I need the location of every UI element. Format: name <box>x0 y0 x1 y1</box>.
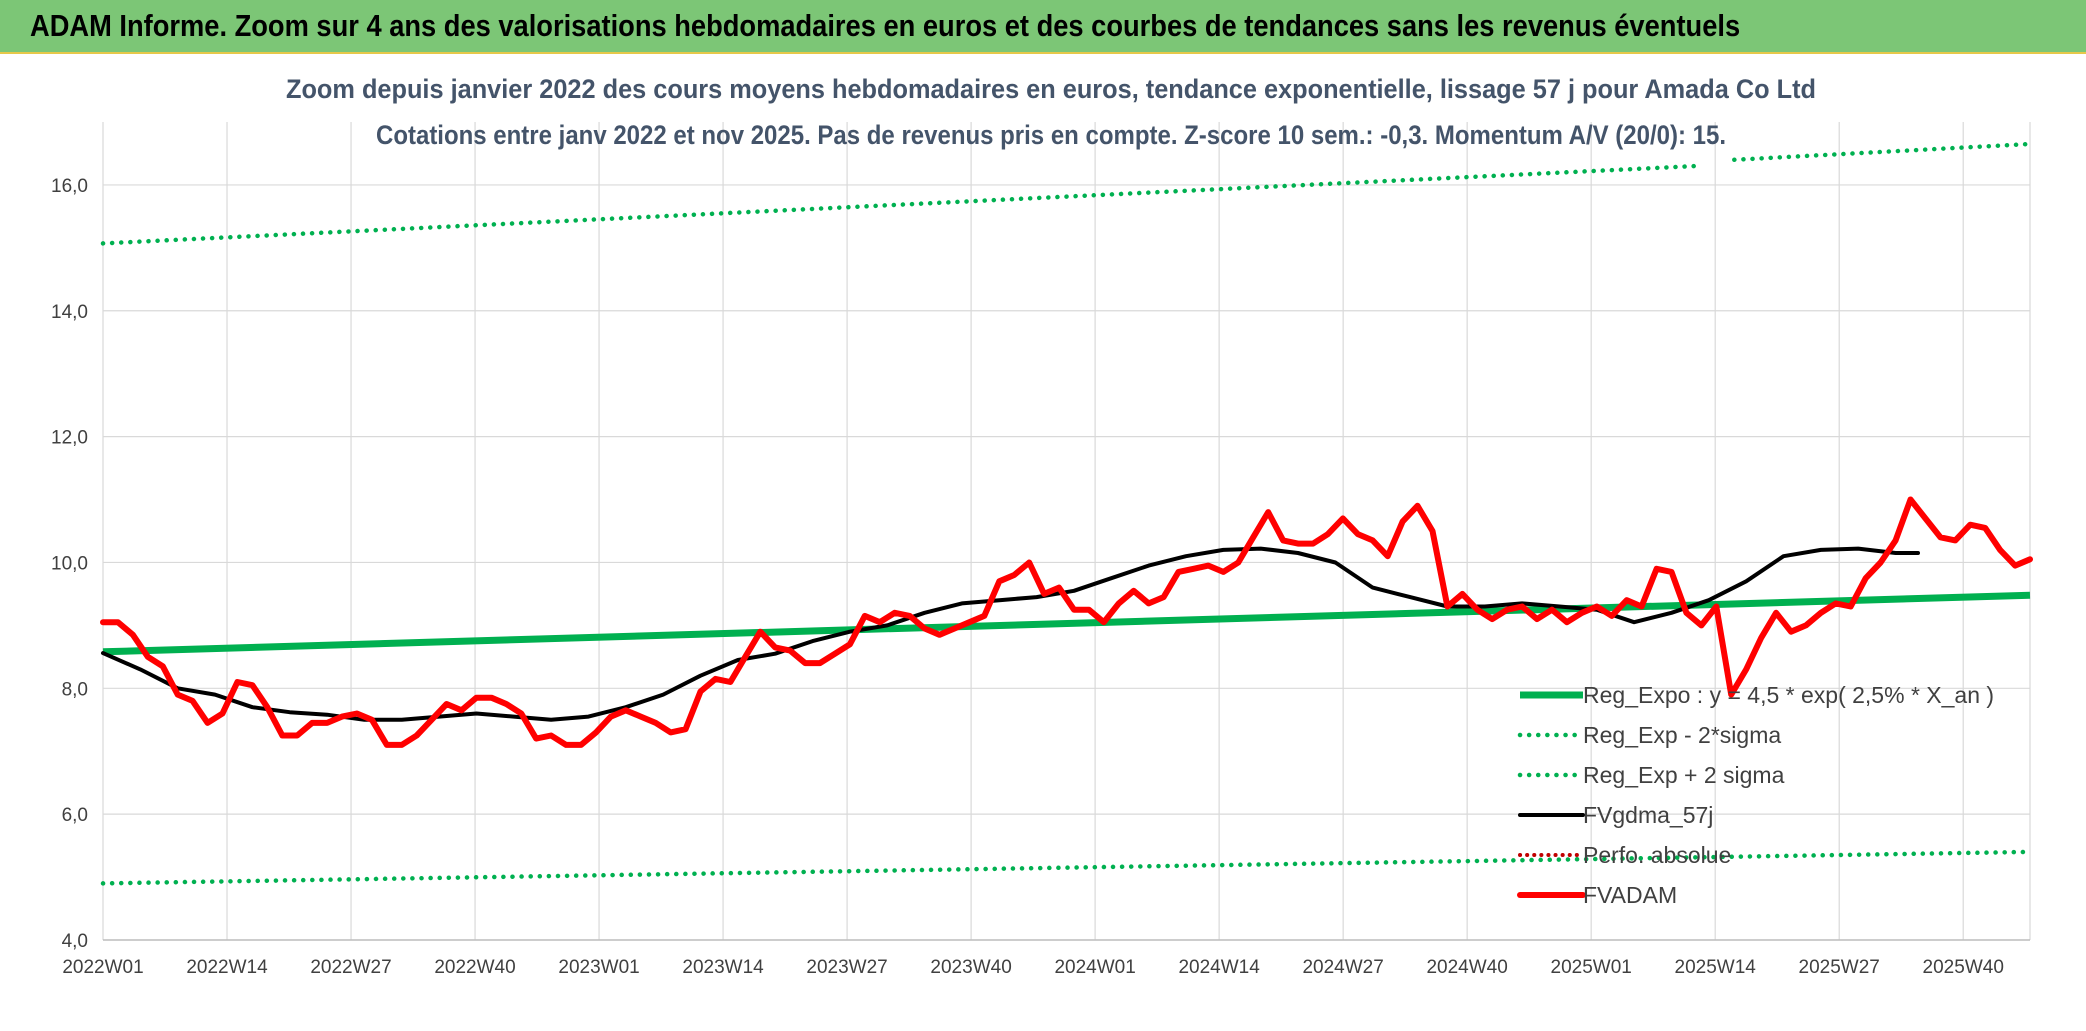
x-tick-label: 2022W01 <box>62 957 143 978</box>
legend-label: FVADAM <box>1583 882 1677 908</box>
chart-area: Zoom depuis janvier 2022 des cours moyen… <box>51 74 2033 978</box>
x-tick-label: 2025W27 <box>1799 957 1880 978</box>
y-tick-label: 4,0 <box>62 931 88 952</box>
chart-legend: Reg_Expo : y = 4,5 * exp( 2,5% * X_an ) R… <box>1517 682 1994 908</box>
y-tick-label: 10,0 <box>51 553 88 574</box>
y-tick-label: 12,0 <box>51 428 88 449</box>
legend-label: Reg_Exp + 2 sigma <box>1583 762 1785 788</box>
chart-title: Zoom depuis janvier 2022 des cours moyen… <box>286 74 1816 104</box>
series-line-lower-band <box>100 849 2033 886</box>
series-line-smooth <box>101 546 1920 722</box>
y-tick-label: 16,0 <box>51 176 88 197</box>
series-line-upper-band <box>1732 141 2033 163</box>
y-axis: 4,0 6,0 8,0 10,0 12,0 14,0 16,0 <box>51 176 88 952</box>
y-tick-label: 8,0 <box>62 679 88 700</box>
x-tick-label: 2024W40 <box>1426 957 1507 978</box>
y-tick-label: 6,0 <box>62 805 88 826</box>
x-tick-label: 2023W14 <box>682 957 764 978</box>
x-tick-label: 2025W01 <box>1551 957 1632 978</box>
x-tick-label: 2024W01 <box>1054 957 1135 978</box>
chart-series <box>100 141 2033 886</box>
series-line-price <box>100 496 2033 748</box>
chart-grid <box>102 122 2031 941</box>
x-tick-label: 2022W40 <box>434 957 515 978</box>
x-tick-label: 2024W14 <box>1178 957 1260 978</box>
legend-label: Perfo. absolue <box>1583 842 1731 868</box>
x-tick-label: 2025W14 <box>1675 957 1757 978</box>
x-tick-label: 2023W01 <box>558 957 639 978</box>
y-tick-label: 14,0 <box>51 302 88 323</box>
legend-label: Reg_Expo : y = 4,5 * exp( 2,5% * X_an ) <box>1583 682 1994 708</box>
x-tick-label: 2022W27 <box>310 957 391 978</box>
x-tick-label: 2025W40 <box>1923 957 2004 978</box>
x-tick-label: 2024W27 <box>1302 957 1383 978</box>
legend-label: FVgdma_57j <box>1583 802 1713 828</box>
x-tick-label: 2023W27 <box>806 957 887 978</box>
report-banner: ADAM Informe. Zoom sur 4 ans des valoris… <box>0 0 2086 54</box>
chart-subtitle: Cotations entre janv 2022 et nov 2025. P… <box>376 120 1726 150</box>
legend-label: Reg_Exp - 2*sigma <box>1583 722 1781 748</box>
series-line-trend <box>102 591 2031 656</box>
x-tick-label: 2022W14 <box>186 957 268 978</box>
x-tick-label: 2023W40 <box>930 957 1011 978</box>
x-axis: 2022W01 2022W14 2022W27 2022W40 2023W01 2023W… <box>62 957 2004 978</box>
series-line-upper-band <box>100 163 1699 246</box>
report-title: ADAM Informe. Zoom sur 4 ans des valoris… <box>30 8 1741 43</box>
